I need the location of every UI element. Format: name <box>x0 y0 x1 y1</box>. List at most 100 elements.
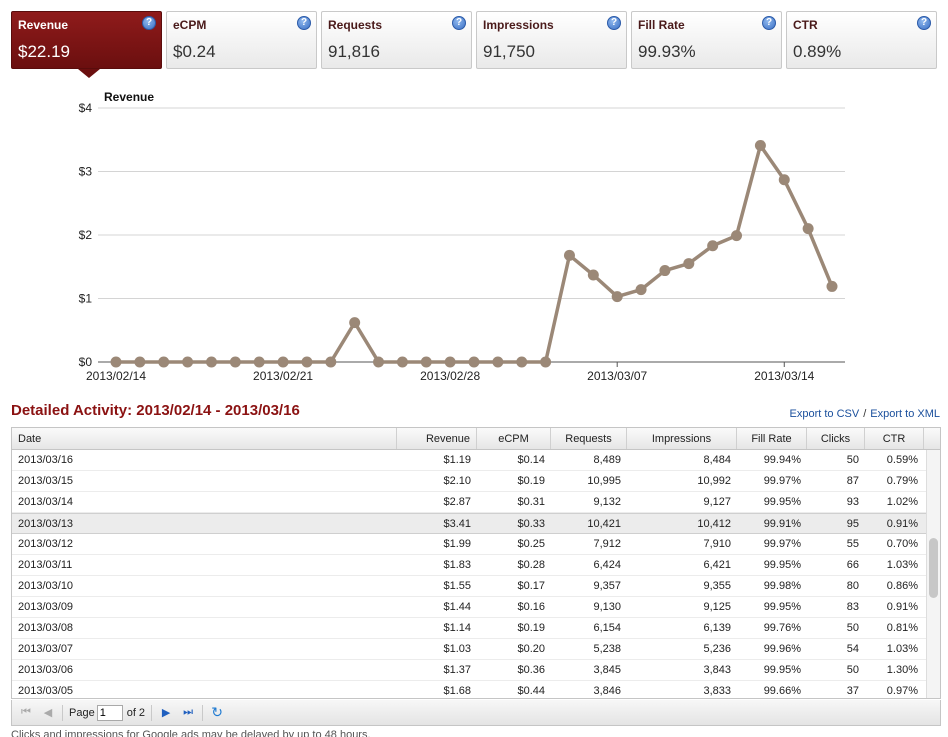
table-cell: 8,484 <box>703 454 731 466</box>
table-cell: 99.95% <box>763 601 801 613</box>
table-cell: 10,992 <box>697 475 731 487</box>
table-cell: $0.25 <box>517 538 545 550</box>
page-count-label: of 2 <box>126 706 146 719</box>
column-header-requests[interactable]: Requests <box>551 428 627 449</box>
table-cell: 93 <box>846 496 859 508</box>
table-cell: 9,132 <box>593 496 621 508</box>
tab-value: 0.89% <box>793 42 842 61</box>
table-row[interactable]: 2013/03/16 $1.19 $0.14 8,489 8,484 99.94% 50 0.… <box>12 450 926 471</box>
column-header-clicks[interactable]: Clicks <box>807 428 865 449</box>
pager-divider <box>151 704 153 721</box>
table-row[interactable]: 2013/03/10 $1.55 $0.17 9,357 9,355 99.98% 80 0.… <box>12 576 926 597</box>
table-row[interactable]: 2013/03/06 $1.37 $0.36 3,845 3,843 99.95% 50 1.… <box>12 660 926 681</box>
table-row[interactable]: 2013/03/12 $1.99 $0.25 7,912 7,910 99.97% 55 0.… <box>12 534 926 555</box>
tab-value: $22.19 <box>18 42 70 61</box>
help-icon[interactable]: ? <box>917 16 931 30</box>
scrollbar-thumb[interactable] <box>929 538 938 598</box>
revenue-data-point <box>277 356 289 368</box>
table-cell: 55 <box>846 538 859 550</box>
activity-table: Date Revenue eCPM Requests Impressions Fill R… <box>11 427 941 699</box>
first-page-icon[interactable]: ⏮ <box>21 706 31 718</box>
table-cell: 5,238 <box>593 643 621 655</box>
help-icon[interactable]: ? <box>297 16 311 30</box>
table-row[interactable]: 2013/03/15 $2.10 $0.19 10,995 10,992 99.97% 87… <box>12 471 926 492</box>
tab-fill-rate[interactable]: Fill Rate 99.93%? <box>631 11 782 69</box>
table-cell: 3,833 <box>703 685 731 697</box>
table-cell: 2013/03/15 <box>18 475 74 487</box>
tab-revenue[interactable]: Revenue $22.19? <box>11 11 162 69</box>
column-header-fill-rate[interactable]: Fill Rate <box>737 428 807 449</box>
next-page-icon[interactable]: ▶ <box>161 707 171 719</box>
column-header-ctr[interactable]: CTR <box>865 428 924 449</box>
revenue-data-point <box>205 356 217 368</box>
table-cell: 7,912 <box>593 538 621 550</box>
table-cell: $1.03 <box>443 643 471 655</box>
table-cell: $2.10 <box>443 475 471 487</box>
tab-ctr[interactable]: CTR 0.89%? <box>786 11 937 69</box>
table-cell: 0.59% <box>886 454 918 466</box>
table-cell: 99.95% <box>763 664 801 676</box>
table-row[interactable]: 2013/03/13 $3.41 $0.33 10,421 10,412 99.91% 95… <box>12 513 926 534</box>
table-cell: 50 <box>846 622 859 634</box>
table-cell: 5,236 <box>703 643 731 655</box>
revenue-data-point <box>158 356 170 368</box>
help-icon[interactable]: ? <box>452 16 466 30</box>
column-header-date[interactable]: Date <box>12 428 397 449</box>
export-xml-link[interactable]: Export to XML <box>870 408 940 420</box>
table-cell: 99.96% <box>763 643 801 655</box>
y-tick-label: $3 <box>79 165 93 179</box>
prev-page-icon[interactable]: ◀ <box>43 707 53 719</box>
revenue-data-point <box>540 356 552 368</box>
tab-label: eCPM <box>173 18 207 32</box>
help-icon[interactable]: ? <box>607 16 621 30</box>
table-cell: 10,412 <box>697 518 731 530</box>
last-page-icon[interactable]: ⏭ <box>183 706 194 718</box>
tab-value: 91,816 <box>328 42 380 61</box>
table-cell: $1.44 <box>443 601 471 613</box>
table-cell: $0.19 <box>517 475 545 487</box>
help-icon[interactable]: ? <box>762 16 776 30</box>
tab-label: Fill Rate <box>638 18 685 32</box>
table-cell: $1.55 <box>443 580 471 592</box>
table-scrollbar[interactable] <box>926 450 940 698</box>
tab-requests[interactable]: Requests 91,816? <box>321 11 472 69</box>
table-cell: 99.97% <box>763 475 801 487</box>
table-cell: $1.83 <box>443 559 471 571</box>
table-cell: 0.79% <box>886 475 918 487</box>
table-row[interactable]: 2013/03/05 $1.68 $0.44 3,846 3,833 99.66% 37 0.… <box>12 681 926 698</box>
revenue-data-point <box>731 230 743 242</box>
tab-impressions[interactable]: Impressions 91,750? <box>476 11 627 69</box>
column-header-impressions[interactable]: Impressions <box>627 428 737 449</box>
table-cell: 0.70% <box>886 538 918 550</box>
table-cell: $0.20 <box>517 643 545 655</box>
table-cell: 99.95% <box>763 496 801 508</box>
revenue-data-point <box>802 223 814 235</box>
revenue-data-point <box>659 265 671 277</box>
refresh-icon[interactable]: ↻ <box>211 704 223 720</box>
export-csv-link[interactable]: Export to CSV <box>789 408 860 420</box>
revenue-data-point <box>707 240 719 252</box>
table-cell: 83 <box>846 601 859 613</box>
table-cell: 66 <box>846 559 859 571</box>
table-row[interactable]: 2013/03/08 $1.14 $0.19 6,154 6,139 99.76% 50 0.… <box>12 618 926 639</box>
table-row[interactable]: 2013/03/11 $1.83 $0.28 6,424 6,421 99.95% 66 1.… <box>12 555 926 576</box>
table-row[interactable]: 2013/03/07 $1.03 $0.20 5,238 5,236 99.96% 54 1.… <box>12 639 926 660</box>
table-row[interactable]: 2013/03/09 $1.44 $0.16 9,130 9,125 99.95% 83 0.… <box>12 597 926 618</box>
table-cell: 50 <box>846 454 859 466</box>
column-header-revenue[interactable]: Revenue <box>397 428 477 449</box>
help-icon[interactable]: ? <box>142 16 156 30</box>
table-cell: 99.98% <box>763 580 801 592</box>
table-cell: 2013/03/16 <box>18 454 74 466</box>
column-header-ecpm[interactable]: eCPM <box>477 428 551 449</box>
table-cell: 99.97% <box>763 538 801 550</box>
tab-label: CTR <box>793 18 818 32</box>
revenue-data-point <box>396 356 408 368</box>
table-cell: $0.28 <box>517 559 545 571</box>
revenue-data-point <box>182 356 194 368</box>
revenue-series-line <box>116 143 834 364</box>
table-row[interactable]: 2013/03/14 $2.87 $0.31 9,132 9,127 99.95% 93 1.… <box>12 492 926 513</box>
page-number-input[interactable] <box>96 704 123 721</box>
tab-ecpm[interactable]: eCPM $0.24? <box>166 11 317 69</box>
table-cell: 6,421 <box>703 559 731 571</box>
revenue-data-point <box>563 249 575 261</box>
